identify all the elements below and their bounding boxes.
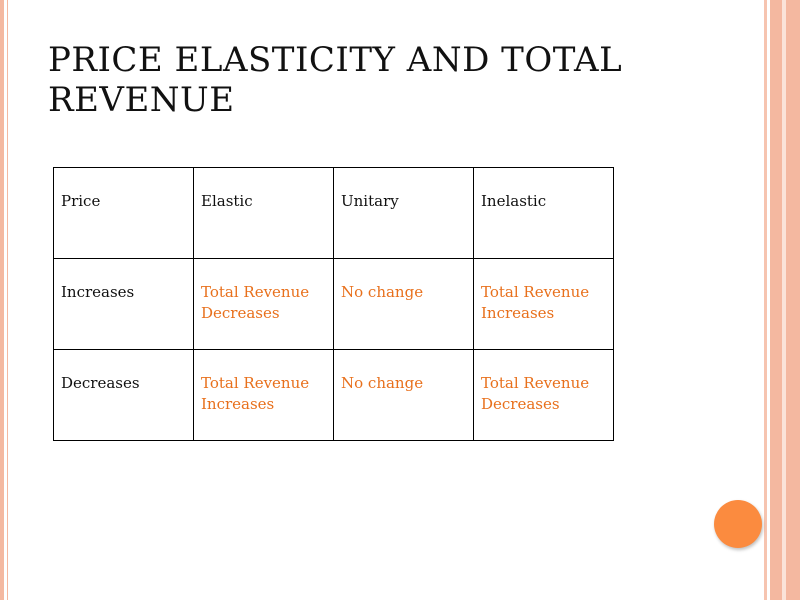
cell-inelastic-increases: Total Revenue Increases	[473, 258, 614, 350]
row-label-increases: Increases	[53, 258, 194, 350]
cell-elastic-increases: Total Revenue Decreases	[193, 258, 334, 350]
table-row: Decreases Total Revenue Increases No cha…	[53, 349, 614, 441]
left-stripe-outer	[0, 0, 4, 600]
row-label-decreases: Decreases	[53, 349, 194, 441]
orange-circle-decoration	[714, 500, 762, 548]
left-stripe-inner	[7, 0, 8, 600]
cell-inelastic-decreases: Total Revenue Decreases	[473, 349, 614, 441]
cell-unitary-decreases: No change	[333, 349, 474, 441]
right-stripe-gap	[782, 0, 786, 600]
elasticity-table: Price Elastic Unitary Inelastic Increase…	[53, 167, 614, 441]
header-elastic: Elastic	[193, 167, 334, 259]
cell-unitary-increases: No change	[333, 258, 474, 350]
right-stripe-thin	[764, 0, 767, 600]
table-header-row: Price Elastic Unitary Inelastic	[53, 167, 614, 259]
header-price: Price	[53, 167, 194, 259]
header-inelastic: Inelastic	[473, 167, 614, 259]
slide-title: PRICE ELASTICITY AND TOTAL REVENUE	[48, 40, 623, 120]
right-stripe-outer	[786, 0, 800, 600]
right-stripe-middle	[770, 0, 782, 600]
header-unitary: Unitary	[333, 167, 474, 259]
table-row: Increases Total Revenue Decreases No cha…	[53, 258, 614, 350]
cell-elastic-decreases: Total Revenue Increases	[193, 349, 334, 441]
